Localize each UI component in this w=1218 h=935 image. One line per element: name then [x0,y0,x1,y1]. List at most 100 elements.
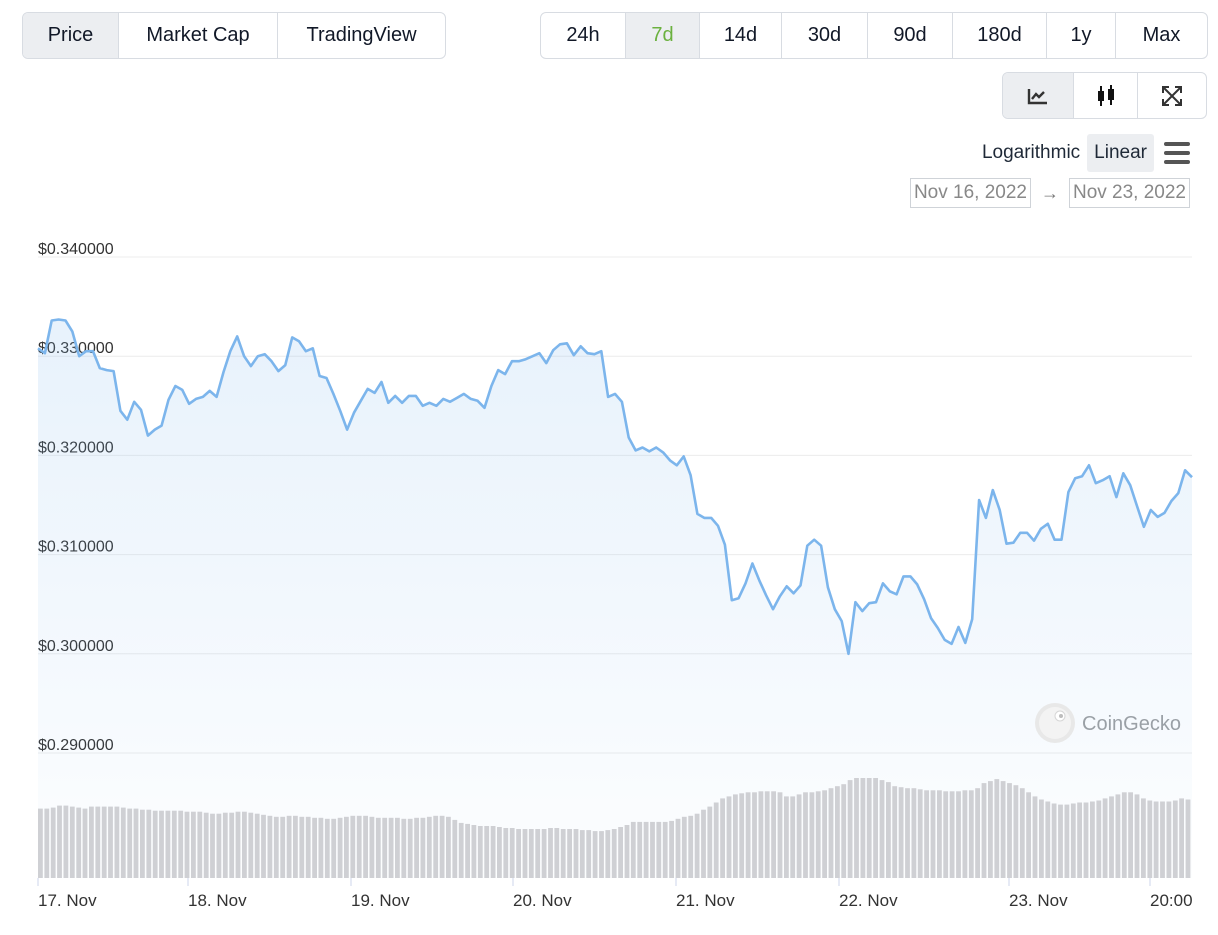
volume-bar [1121,792,1127,878]
volume-bar [465,823,470,878]
volume-bar [261,814,266,878]
x-tick-label: 17. Nov [38,891,97,910]
volume-bar [1185,799,1191,878]
volume-bar [165,810,171,878]
volume-bar [108,806,113,878]
x-tick-label: 18. Nov [188,891,247,910]
volume-bar [911,788,917,878]
date-from-input[interactable]: Nov 16, 2022 [909,178,1031,208]
volume-bar [701,809,706,878]
volume-bar [516,829,521,878]
volume-bar [1134,794,1140,878]
volume-bar [822,790,827,878]
price-area [38,319,1192,878]
volume-bar [937,790,942,878]
volume-bar [324,818,330,878]
volume-bar [873,778,878,878]
range-max-button[interactable]: Max [1142,24,1181,46]
volume-bar [1096,800,1102,878]
volume-bar [662,821,668,878]
volume-bar [898,787,904,878]
volume-bar [1141,798,1146,878]
volume-bar [956,791,961,878]
volume-bar [171,810,177,878]
volume-bar [548,828,553,878]
fullscreen-button[interactable] [1138,73,1206,118]
volume-bar [350,815,356,878]
range-90d-button[interactable]: 90d [868,13,953,58]
volume-bar [650,821,655,878]
volume-bar [1166,801,1172,878]
volume-bar [720,798,725,878]
candlestick-button[interactable] [1074,73,1138,118]
volume-bar [560,829,566,878]
volume-bar [835,786,840,878]
volume-bar [618,827,623,878]
volume-bar [624,825,630,878]
date-arrow: → [1040,182,1059,203]
volume-bar [681,816,687,878]
tab-price[interactable]: Price [23,13,119,58]
volume-bar [229,812,235,878]
range-tab-group: 24h 7d 14d 30d 90d 180d 1y Max [540,12,1208,59]
volume-bar [503,828,509,878]
volume-bar [579,830,585,878]
volume-bar [707,806,713,878]
x-tick-label: 20:00 [1150,891,1193,910]
range-24h-button[interactable]: 24h [541,13,626,58]
range-30d-button[interactable]: 30d [782,13,868,58]
volume-bar [854,778,859,878]
volume-bar [975,788,980,878]
metric-tab-group: Price Market Cap TradingView [22,12,446,59]
volume-bar [50,807,56,878]
volume-bar [522,829,528,878]
volume-bar [1160,801,1165,878]
range-14d-button[interactable]: 14d [700,13,782,58]
date-to-input[interactable]: Nov 23, 2022 [1068,178,1190,208]
volume-bar [771,791,776,878]
volume-bar [471,825,477,878]
volume-bar [994,779,1000,878]
tab-market-cap[interactable]: Market Cap [119,13,278,58]
volume-bar [1019,788,1025,878]
hamburger-menu-icon[interactable] [1164,142,1190,164]
volume-bar [133,808,139,878]
volume-bar [694,813,700,878]
volume-bar [388,817,394,878]
line-chart-button[interactable] [1003,73,1074,118]
volume-bar [1115,794,1121,878]
volume-bar [962,790,968,878]
volume-bar [1070,803,1076,878]
range-1y-button[interactable]: 1y [1047,13,1116,58]
volume-bar [159,810,164,878]
volume-bar [248,812,254,878]
volume-bar [318,817,324,878]
volume-bar [1007,783,1012,878]
volume-bar [509,828,515,878]
volume-bar [1064,804,1070,878]
volume-bar [1102,798,1108,878]
volume-bar [567,829,572,878]
volume-bar [203,812,209,878]
x-tick-label: 22. Nov [839,891,898,910]
tab-tradingview[interactable]: TradingView [306,24,417,46]
volume-bar [688,815,694,878]
volume-bar [420,817,426,878]
x-tick-label: 20. Nov [513,891,572,910]
scale-linear-option[interactable]: Linear [1087,134,1154,172]
range-7d-button[interactable]: 7d [626,13,700,58]
volume-bar [733,794,738,878]
volume-bar [363,815,368,878]
volume-bar [554,828,560,878]
volume-bar [1153,801,1159,878]
range-180d-button[interactable]: 180d [953,13,1047,58]
volume-bar [407,818,413,878]
volume-bar [477,826,483,878]
volume-bar [439,815,445,878]
volume-bar [312,817,317,878]
scale-logarithmic-option[interactable]: Logarithmic [981,142,1081,163]
x-axis-labels: 17. Nov 18. Nov 19. Nov 20. Nov 21. Nov 22. N… [37,878,1193,910]
volume-bar [905,788,910,878]
volume-bar [210,813,215,878]
volume-bar [458,822,464,878]
